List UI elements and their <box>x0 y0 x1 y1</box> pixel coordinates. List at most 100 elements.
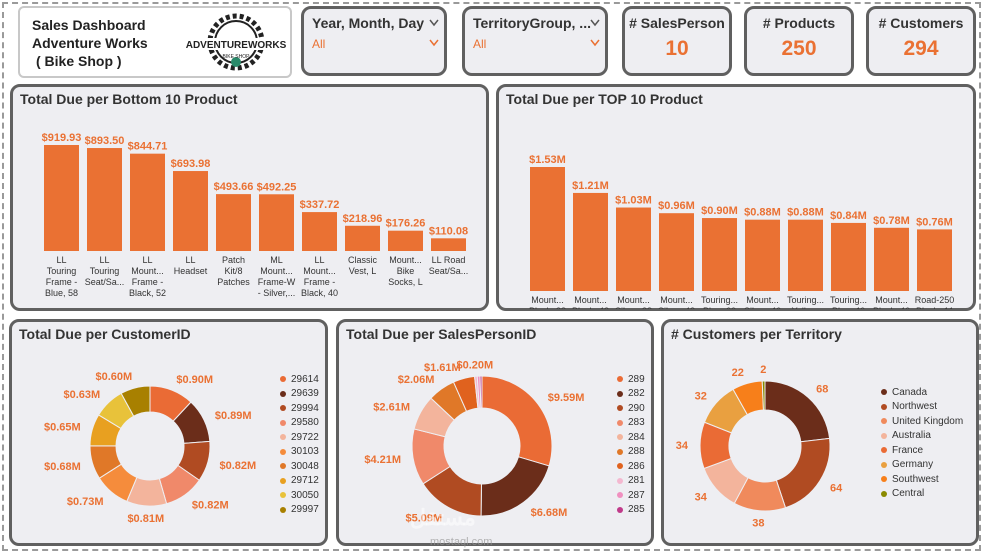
bar[interactable] <box>659 213 694 291</box>
donut-slice[interactable] <box>120 385 151 417</box>
legend-label: 286 <box>628 460 645 472</box>
legend-item[interactable]: 290 <box>617 401 645 416</box>
bar[interactable] <box>573 192 608 291</box>
kpi-value: 10 <box>665 37 689 60</box>
legend-label: Canada <box>892 386 928 398</box>
legend-item[interactable]: Northwest <box>881 400 963 415</box>
bar[interactable] <box>173 171 208 251</box>
legend-item[interactable]: 283 <box>617 416 645 431</box>
slice-label: $2.61M <box>373 402 410 414</box>
chevron-down-icon[interactable] <box>590 19 600 27</box>
category-label: Frame - <box>304 277 336 287</box>
category-label: Mount... <box>389 255 422 265</box>
customer-donut-chart[interactable]: $0.90M $0.89M $0.82M $0.82M $0.81M $0.73M $0.6… <box>12 346 277 541</box>
legend-item[interactable]: 30103 <box>280 445 319 460</box>
category-label: Frame-W <box>258 277 296 287</box>
bar[interactable] <box>388 230 423 251</box>
legend-label: 290 <box>628 402 645 414</box>
legend-item[interactable]: 29722 <box>280 430 319 445</box>
legend-item[interactable]: 285 <box>617 503 645 518</box>
data-label: $0.96M <box>658 200 695 212</box>
legend-item[interactable]: 30050 <box>280 488 319 503</box>
date-slicer[interactable]: Year, Month, Day All <box>301 6 447 76</box>
bar[interactable] <box>345 225 380 251</box>
bar[interactable] <box>87 148 122 251</box>
bar[interactable] <box>831 222 866 291</box>
legend-item[interactable]: Germany <box>881 458 963 473</box>
chevron-down-icon[interactable] <box>429 19 439 27</box>
legend-item[interactable]: United Kingdom <box>881 414 963 429</box>
bar[interactable] <box>530 167 565 291</box>
date-slicer-value[interactable]: All <box>312 37 326 51</box>
bar[interactable] <box>216 194 251 251</box>
territory-slicer-value[interactable]: All <box>473 37 487 51</box>
legend-item[interactable]: France <box>881 443 963 458</box>
bar[interactable] <box>431 238 466 251</box>
bar[interactable] <box>917 229 952 291</box>
category-label: Silver, 46 <box>744 306 781 309</box>
bar[interactable] <box>130 153 165 251</box>
category-label: Mount... <box>303 266 336 276</box>
slice-label: $0.65M <box>44 422 81 434</box>
legend-label: 285 <box>628 504 645 516</box>
bar[interactable] <box>788 219 823 291</box>
kpi-label: # Customers <box>878 15 964 31</box>
bar[interactable] <box>874 227 909 291</box>
donut-slice[interactable] <box>761 380 766 411</box>
slice-label: $0.63M <box>64 389 101 401</box>
salesperson-donut-card[interactable]: Total Due per SalesPersonID $9.59M $6.68M… <box>336 319 654 546</box>
legend-item[interactable]: 282 <box>617 387 645 402</box>
legend-item[interactable]: 29997 <box>280 503 319 518</box>
legend-item[interactable]: 284 <box>617 430 645 445</box>
legend-item[interactable]: 289 <box>617 372 645 387</box>
legend-item[interactable]: Australia <box>881 429 963 444</box>
category-label: Touring <box>47 266 77 276</box>
legend-item[interactable]: Canada <box>881 385 963 400</box>
bar[interactable] <box>44 145 79 251</box>
legend-marker <box>881 490 887 497</box>
legend-marker <box>280 463 286 470</box>
legend-item[interactable]: Central <box>881 487 963 502</box>
bar[interactable] <box>259 194 294 251</box>
legend-item[interactable]: Southwest <box>881 472 963 487</box>
donut-slice[interactable] <box>775 437 831 509</box>
legend-label: 29580 <box>291 417 319 429</box>
legend-item[interactable]: 281 <box>617 474 645 489</box>
territory-group-slicer[interactable]: TerritoryGroup, ... All <box>462 6 608 76</box>
salesperson-donut-chart[interactable]: $9.59M $6.68M $5.09M $4.21M $2.61M $2.06M$1.6… <box>339 346 609 541</box>
chevron-down-icon[interactable] <box>429 39 439 47</box>
legend-item[interactable]: 30048 <box>280 459 319 474</box>
legend-item[interactable]: 287 <box>617 488 645 503</box>
data-label: $1.21M <box>572 180 609 192</box>
legend-marker <box>881 403 887 410</box>
bar[interactable] <box>616 207 651 291</box>
bar[interactable] <box>745 219 780 291</box>
legend-item[interactable]: 29712 <box>280 474 319 489</box>
customer-legend: 29614 29639 29994 29580 29722 30103 30048 29712… <box>280 372 319 517</box>
legend-item[interactable]: 288 <box>617 445 645 460</box>
top10-product-chart[interactable]: Total Due per TOP 10 Product $1.53M Mount… <box>496 84 976 311</box>
kpi-value: 250 <box>781 37 817 60</box>
category-label: Mount... <box>531 295 564 305</box>
legend-marker <box>280 506 286 513</box>
category-label: LL <box>185 255 195 265</box>
donut-slice[interactable] <box>479 375 483 409</box>
kpi-products-card: # Products 250 <box>744 6 854 76</box>
bottom10-product-chart[interactable]: Total Due per Bottom 10 Product $919.93 L… <box>10 84 489 311</box>
legend-item[interactable]: 29639 <box>280 387 319 402</box>
category-label: Blue, 58 <box>45 288 78 298</box>
customer-donut-card[interactable]: Total Due per CustomerID $0.90M $0.89M $0.… <box>9 319 328 546</box>
territory-donut-card[interactable]: # Customers per Territory 68 64 38 34 34 32 22… <box>661 319 979 546</box>
bar[interactable] <box>302 212 337 251</box>
chevron-down-icon[interactable] <box>590 39 600 47</box>
donut-slice[interactable] <box>481 375 553 467</box>
logo-subtext: BIKE SHOP <box>223 54 251 60</box>
legend-item[interactable]: 29580 <box>280 416 319 431</box>
bar[interactable] <box>702 218 737 291</box>
legend-item[interactable]: 29994 <box>280 401 319 416</box>
legend-item[interactable]: 29614 <box>280 372 319 387</box>
legend-item[interactable]: 286 <box>617 459 645 474</box>
